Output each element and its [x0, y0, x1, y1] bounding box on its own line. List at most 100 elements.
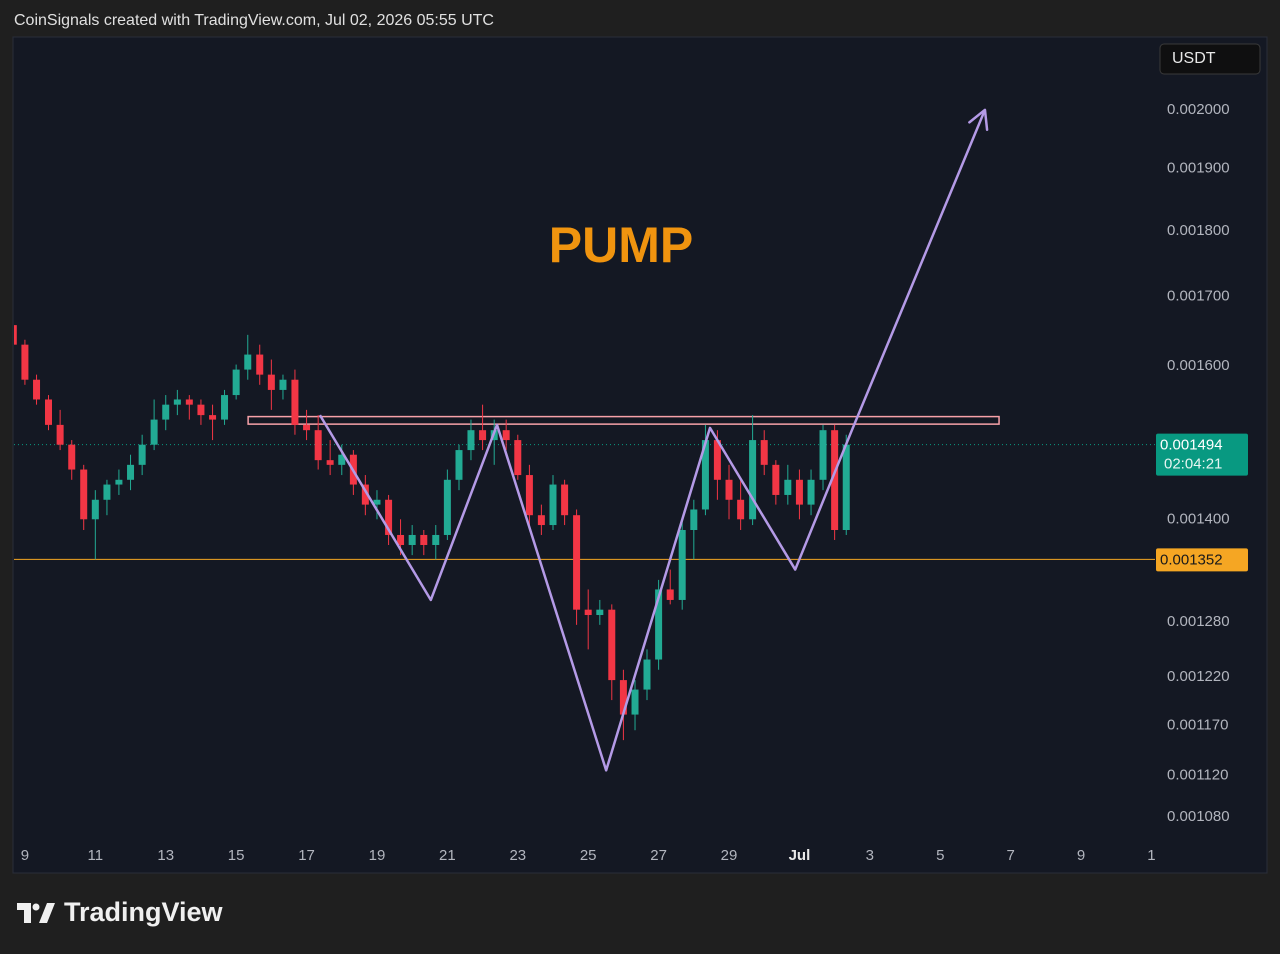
candle-body: [173, 399, 181, 405]
candle-body: [608, 609, 616, 681]
candle-body: [127, 464, 135, 480]
candle-body: [80, 469, 88, 520]
candle-body: [14, 325, 17, 345]
candle-body: [432, 534, 440, 545]
candle-body: [385, 499, 393, 535]
resistance-zone: [247, 415, 1000, 425]
brand-name: TradingView: [64, 897, 224, 927]
x-tick-label: 9: [21, 847, 29, 864]
x-tick-label: 3: [866, 847, 874, 864]
candle-body: [690, 509, 698, 530]
candle-body: [525, 475, 533, 516]
candle-body: [643, 659, 651, 690]
x-tick-label: 27: [650, 847, 667, 864]
candle-body: [244, 354, 252, 370]
candle-body: [338, 454, 346, 465]
x-tick-label: 19: [369, 847, 386, 864]
y-tick-label: 0.001800: [1167, 222, 1230, 239]
candle-body: [115, 479, 123, 485]
last-price-badge: [1156, 433, 1248, 476]
axes: 0.002000 0.001900 0.001800 0.001700 0.001600…: [21, 101, 1248, 864]
candle-body: [150, 419, 158, 445]
candle-body: [701, 440, 709, 510]
candle-body: [420, 534, 428, 545]
y-tick-label: 0.001080: [1167, 808, 1230, 825]
candle-body: [584, 609, 592, 616]
candle-body: [138, 444, 146, 465]
x-tick-label: 7: [1006, 847, 1014, 864]
candle-body: [549, 484, 557, 526]
y-tick-label: 0.001600: [1167, 357, 1230, 374]
last-price-label: 0.001494: [1160, 437, 1223, 454]
candle-body: [514, 440, 522, 476]
candle-body: [619, 680, 627, 715]
currency-box[interactable]: [1159, 43, 1261, 75]
candle-body: [467, 430, 475, 451]
x-tick-label: 29: [721, 847, 738, 864]
candle-body: [279, 379, 287, 390]
candle-body: [21, 344, 29, 380]
candle-body: [749, 440, 757, 520]
candle-body: [573, 515, 581, 610]
y-tick-label: 0.001220: [1167, 668, 1230, 685]
candle-body: [819, 430, 827, 480]
candle-body: [596, 609, 604, 616]
level-badge: [1156, 548, 1248, 572]
x-tick-label: 11: [88, 847, 104, 864]
y-tick-label: 0.001700: [1167, 287, 1230, 304]
candle-body: [561, 484, 569, 516]
candle-body: [795, 479, 803, 505]
y-tick-label: 0.001280: [1167, 613, 1230, 630]
plot-area: [14, 109, 1155, 772]
x-tick-label: 21: [439, 847, 456, 864]
candle-body: [831, 430, 839, 530]
candle-body: [655, 589, 663, 660]
candle-body: [45, 399, 53, 425]
candle-body: [842, 444, 850, 530]
candle-body: [91, 499, 99, 520]
candle-body: [303, 424, 311, 431]
candle-body: [197, 404, 205, 416]
candle-body: [209, 415, 217, 420]
annotation: PUMP: [549, 217, 693, 273]
y-tick-label: 0.001400: [1167, 510, 1230, 527]
candle-body: [737, 499, 745, 520]
x-tick-label: 13: [157, 847, 174, 864]
chart-frame: [12, 36, 1268, 874]
candle-body: [537, 515, 545, 526]
candle-body: [326, 460, 334, 465]
x-tick-label: 17: [298, 847, 315, 864]
y-tick-label: 0.002000: [1167, 101, 1230, 118]
candle-body: [807, 479, 815, 505]
candle-body: [361, 484, 369, 505]
y-tick-label: 0.001170: [1167, 716, 1228, 733]
candle-body: [397, 534, 405, 545]
candle-body: [678, 529, 686, 600]
countdown-label: 02:04:21: [1164, 456, 1222, 473]
x-tick-label: 9: [1077, 847, 1085, 864]
x-tick-label: 1: [1147, 847, 1155, 864]
candle-body: [373, 499, 381, 505]
candle-body: [455, 450, 463, 480]
pattern-line: [318, 109, 987, 772]
x-tick-label: 23: [509, 847, 526, 864]
candle-body: [56, 424, 64, 445]
candle-body: [772, 464, 780, 495]
candle-body: [103, 484, 111, 500]
y-tick-label: 0.001900: [1167, 160, 1230, 177]
candle-body: [291, 379, 299, 425]
candle-body: [713, 440, 721, 480]
y-tick-label: 0.001120: [1167, 766, 1228, 783]
candle-body: [33, 379, 41, 400]
arrow-head: [968, 108, 989, 131]
candle-body: [256, 354, 264, 375]
candle-body: [267, 374, 275, 390]
candle-body: [760, 440, 768, 465]
candle-body: [479, 430, 487, 441]
x-tick-label: 25: [580, 847, 597, 864]
candle-body: [784, 479, 792, 495]
candle-body: [666, 589, 674, 600]
x-tick-label: 5: [936, 847, 944, 864]
